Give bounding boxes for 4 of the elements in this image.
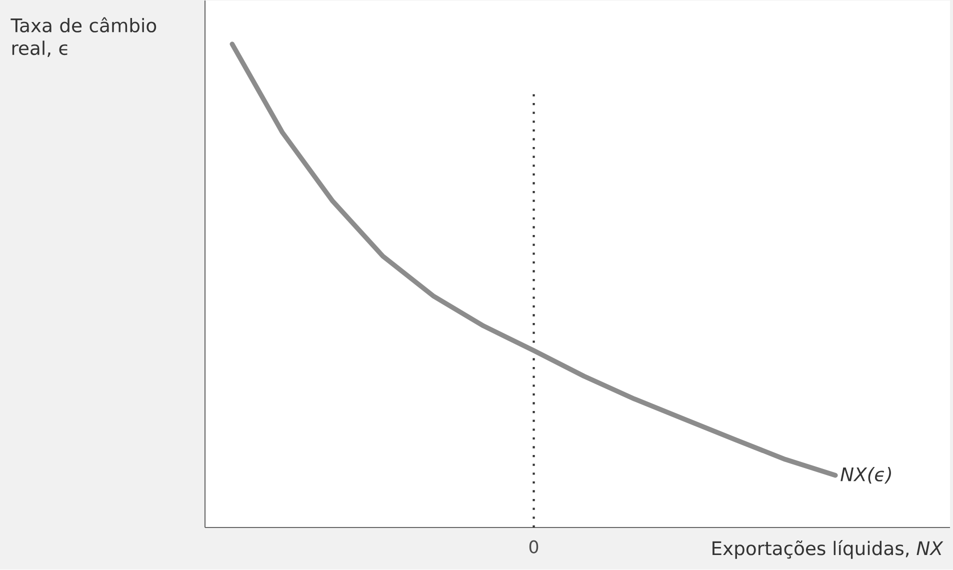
text: 0: [529, 540, 538, 554]
series-label: NX(ϵ): [840, 467, 891, 484]
x-axis-title: Exportações líquidas, NX: [712, 540, 944, 560]
y-axis-title: Taxa de câmbio real, ϵ: [10, 17, 156, 58]
